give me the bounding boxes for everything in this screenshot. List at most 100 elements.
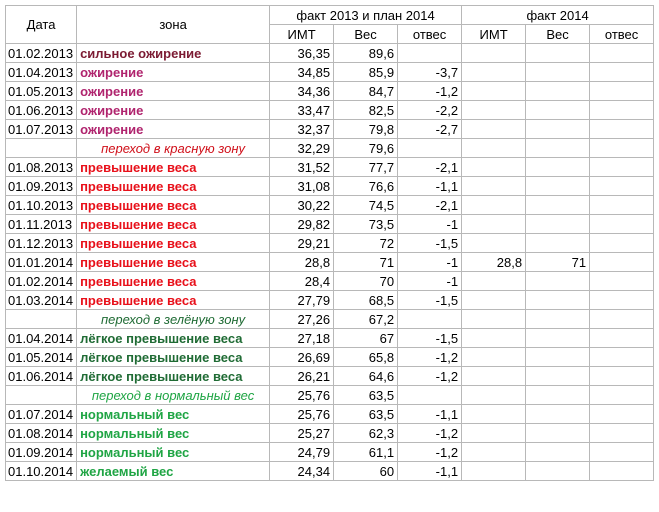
cell-imt-2014[interactable] [461, 100, 527, 120]
cell-weight[interactable]: 63,5 [333, 385, 399, 405]
cell-date[interactable] [4, 309, 78, 329]
cell-loss-2014[interactable] [589, 176, 655, 196]
cell-zone[interactable]: превышение веса [76, 157, 271, 177]
cell-loss[interactable]: -1,1 [397, 404, 463, 424]
cell-imt-2014[interactable] [461, 442, 527, 462]
cell-loss-2014[interactable] [589, 43, 655, 63]
cell-date[interactable]: 01.03.2014 [4, 290, 78, 310]
cell-loss[interactable]: -1 [397, 214, 463, 234]
cell-loss[interactable]: -1 [397, 271, 463, 291]
cell-loss[interactable]: -2,7 [397, 119, 463, 139]
cell-imt[interactable]: 26,21 [269, 366, 335, 386]
cell-imt-2014[interactable] [461, 233, 527, 253]
cell-imt-2014[interactable] [461, 176, 527, 196]
cell-loss[interactable]: -1,2 [397, 347, 463, 367]
cell-imt[interactable]: 27,79 [269, 290, 335, 310]
cell-loss[interactable]: -1,2 [397, 81, 463, 101]
cell-imt-2014[interactable] [461, 461, 527, 481]
cell-loss[interactable]: -1,2 [397, 442, 463, 462]
cell-loss-2014[interactable] [589, 461, 655, 481]
cell-zone[interactable]: лёгкое превышение веса [76, 328, 271, 348]
cell-imt[interactable]: 25,76 [269, 385, 335, 405]
cell-imt-2014[interactable] [461, 195, 527, 215]
cell-imt-2014[interactable] [461, 214, 527, 234]
cell-loss[interactable] [397, 138, 463, 158]
header-group-fact-2014[interactable]: факт 2014 [461, 5, 655, 25]
cell-imt[interactable]: 29,21 [269, 233, 335, 253]
cell-weight-2014[interactable] [525, 138, 591, 158]
cell-weight-2014[interactable] [525, 328, 591, 348]
cell-weight[interactable]: 65,8 [333, 347, 399, 367]
cell-zone[interactable]: превышение веса [76, 176, 271, 196]
cell-date[interactable]: 01.04.2014 [4, 328, 78, 348]
cell-imt[interactable]: 24,79 [269, 442, 335, 462]
cell-imt[interactable]: 28,4 [269, 271, 335, 291]
cell-weight[interactable]: 89,6 [333, 43, 399, 63]
cell-weight-2014[interactable] [525, 404, 591, 424]
cell-date[interactable]: 01.12.2013 [4, 233, 78, 253]
cell-zone[interactable]: ожирение [76, 81, 271, 101]
cell-date[interactable]: 01.08.2014 [4, 423, 78, 443]
cell-weight-2014[interactable] [525, 62, 591, 82]
cell-loss-2014[interactable] [589, 366, 655, 386]
cell-weight-2014[interactable] [525, 176, 591, 196]
cell-weight[interactable]: 61,1 [333, 442, 399, 462]
cell-imt[interactable]: 31,08 [269, 176, 335, 196]
cell-weight-2014[interactable] [525, 157, 591, 177]
cell-date[interactable]: 01.09.2014 [4, 442, 78, 462]
cell-loss-2014[interactable] [589, 271, 655, 291]
cell-loss-2014[interactable] [589, 233, 655, 253]
cell-zone[interactable]: нормальный вес [76, 423, 271, 443]
cell-imt[interactable]: 27,26 [269, 309, 335, 329]
cell-imt[interactable]: 30,22 [269, 195, 335, 215]
cell-zone[interactable]: превышение веса [76, 252, 271, 272]
cell-loss[interactable] [397, 43, 463, 63]
cell-loss-2014[interactable] [589, 385, 655, 405]
cell-loss-2014[interactable] [589, 81, 655, 101]
cell-zone[interactable]: переход в зелёную зону [76, 309, 271, 329]
cell-loss[interactable]: -3,7 [397, 62, 463, 82]
cell-imt-2014[interactable] [461, 347, 527, 367]
cell-zone[interactable]: превышение веса [76, 214, 271, 234]
cell-loss-2014[interactable] [589, 100, 655, 120]
cell-imt[interactable]: 32,37 [269, 119, 335, 139]
cell-loss-2014[interactable] [589, 423, 655, 443]
cell-imt[interactable]: 36,35 [269, 43, 335, 63]
cell-zone[interactable]: превышение веса [76, 271, 271, 291]
cell-date[interactable]: 01.09.2013 [4, 176, 78, 196]
cell-date[interactable]: 01.06.2014 [4, 366, 78, 386]
header-zone[interactable]: зона [76, 5, 271, 44]
cell-weight[interactable]: 70 [333, 271, 399, 291]
cell-weight-2014[interactable] [525, 309, 591, 329]
cell-imt[interactable]: 34,36 [269, 81, 335, 101]
cell-weight[interactable]: 79,6 [333, 138, 399, 158]
cell-zone[interactable]: нормальный вес [76, 404, 271, 424]
cell-zone[interactable]: лёгкое превышение веса [76, 347, 271, 367]
cell-imt-2014[interactable] [461, 119, 527, 139]
cell-date[interactable]: 01.02.2014 [4, 271, 78, 291]
cell-weight[interactable]: 84,7 [333, 81, 399, 101]
cell-imt-2014[interactable] [461, 366, 527, 386]
cell-date[interactable] [4, 385, 78, 405]
cell-zone[interactable]: лёгкое превышение веса [76, 366, 271, 386]
cell-loss-2014[interactable] [589, 214, 655, 234]
cell-zone[interactable]: нормальный вес [76, 442, 271, 462]
cell-loss-2014[interactable] [589, 309, 655, 329]
cell-weight[interactable]: 82,5 [333, 100, 399, 120]
cell-date[interactable]: 01.05.2014 [4, 347, 78, 367]
cell-date[interactable]: 01.02.2013 [4, 43, 78, 63]
cell-imt[interactable]: 25,27 [269, 423, 335, 443]
cell-date[interactable] [4, 138, 78, 158]
cell-loss[interactable] [397, 385, 463, 405]
cell-loss-2014[interactable] [589, 62, 655, 82]
cell-weight-2014[interactable] [525, 43, 591, 63]
cell-imt[interactable]: 28,8 [269, 252, 335, 272]
cell-date[interactable]: 01.08.2013 [4, 157, 78, 177]
cell-loss[interactable]: -1,2 [397, 366, 463, 386]
cell-loss[interactable]: -1,5 [397, 290, 463, 310]
cell-imt-2014[interactable] [461, 328, 527, 348]
cell-weight-2014[interactable] [525, 195, 591, 215]
cell-loss[interactable]: -2,1 [397, 157, 463, 177]
header-date[interactable]: Дата [4, 5, 78, 44]
cell-imt[interactable]: 26,69 [269, 347, 335, 367]
